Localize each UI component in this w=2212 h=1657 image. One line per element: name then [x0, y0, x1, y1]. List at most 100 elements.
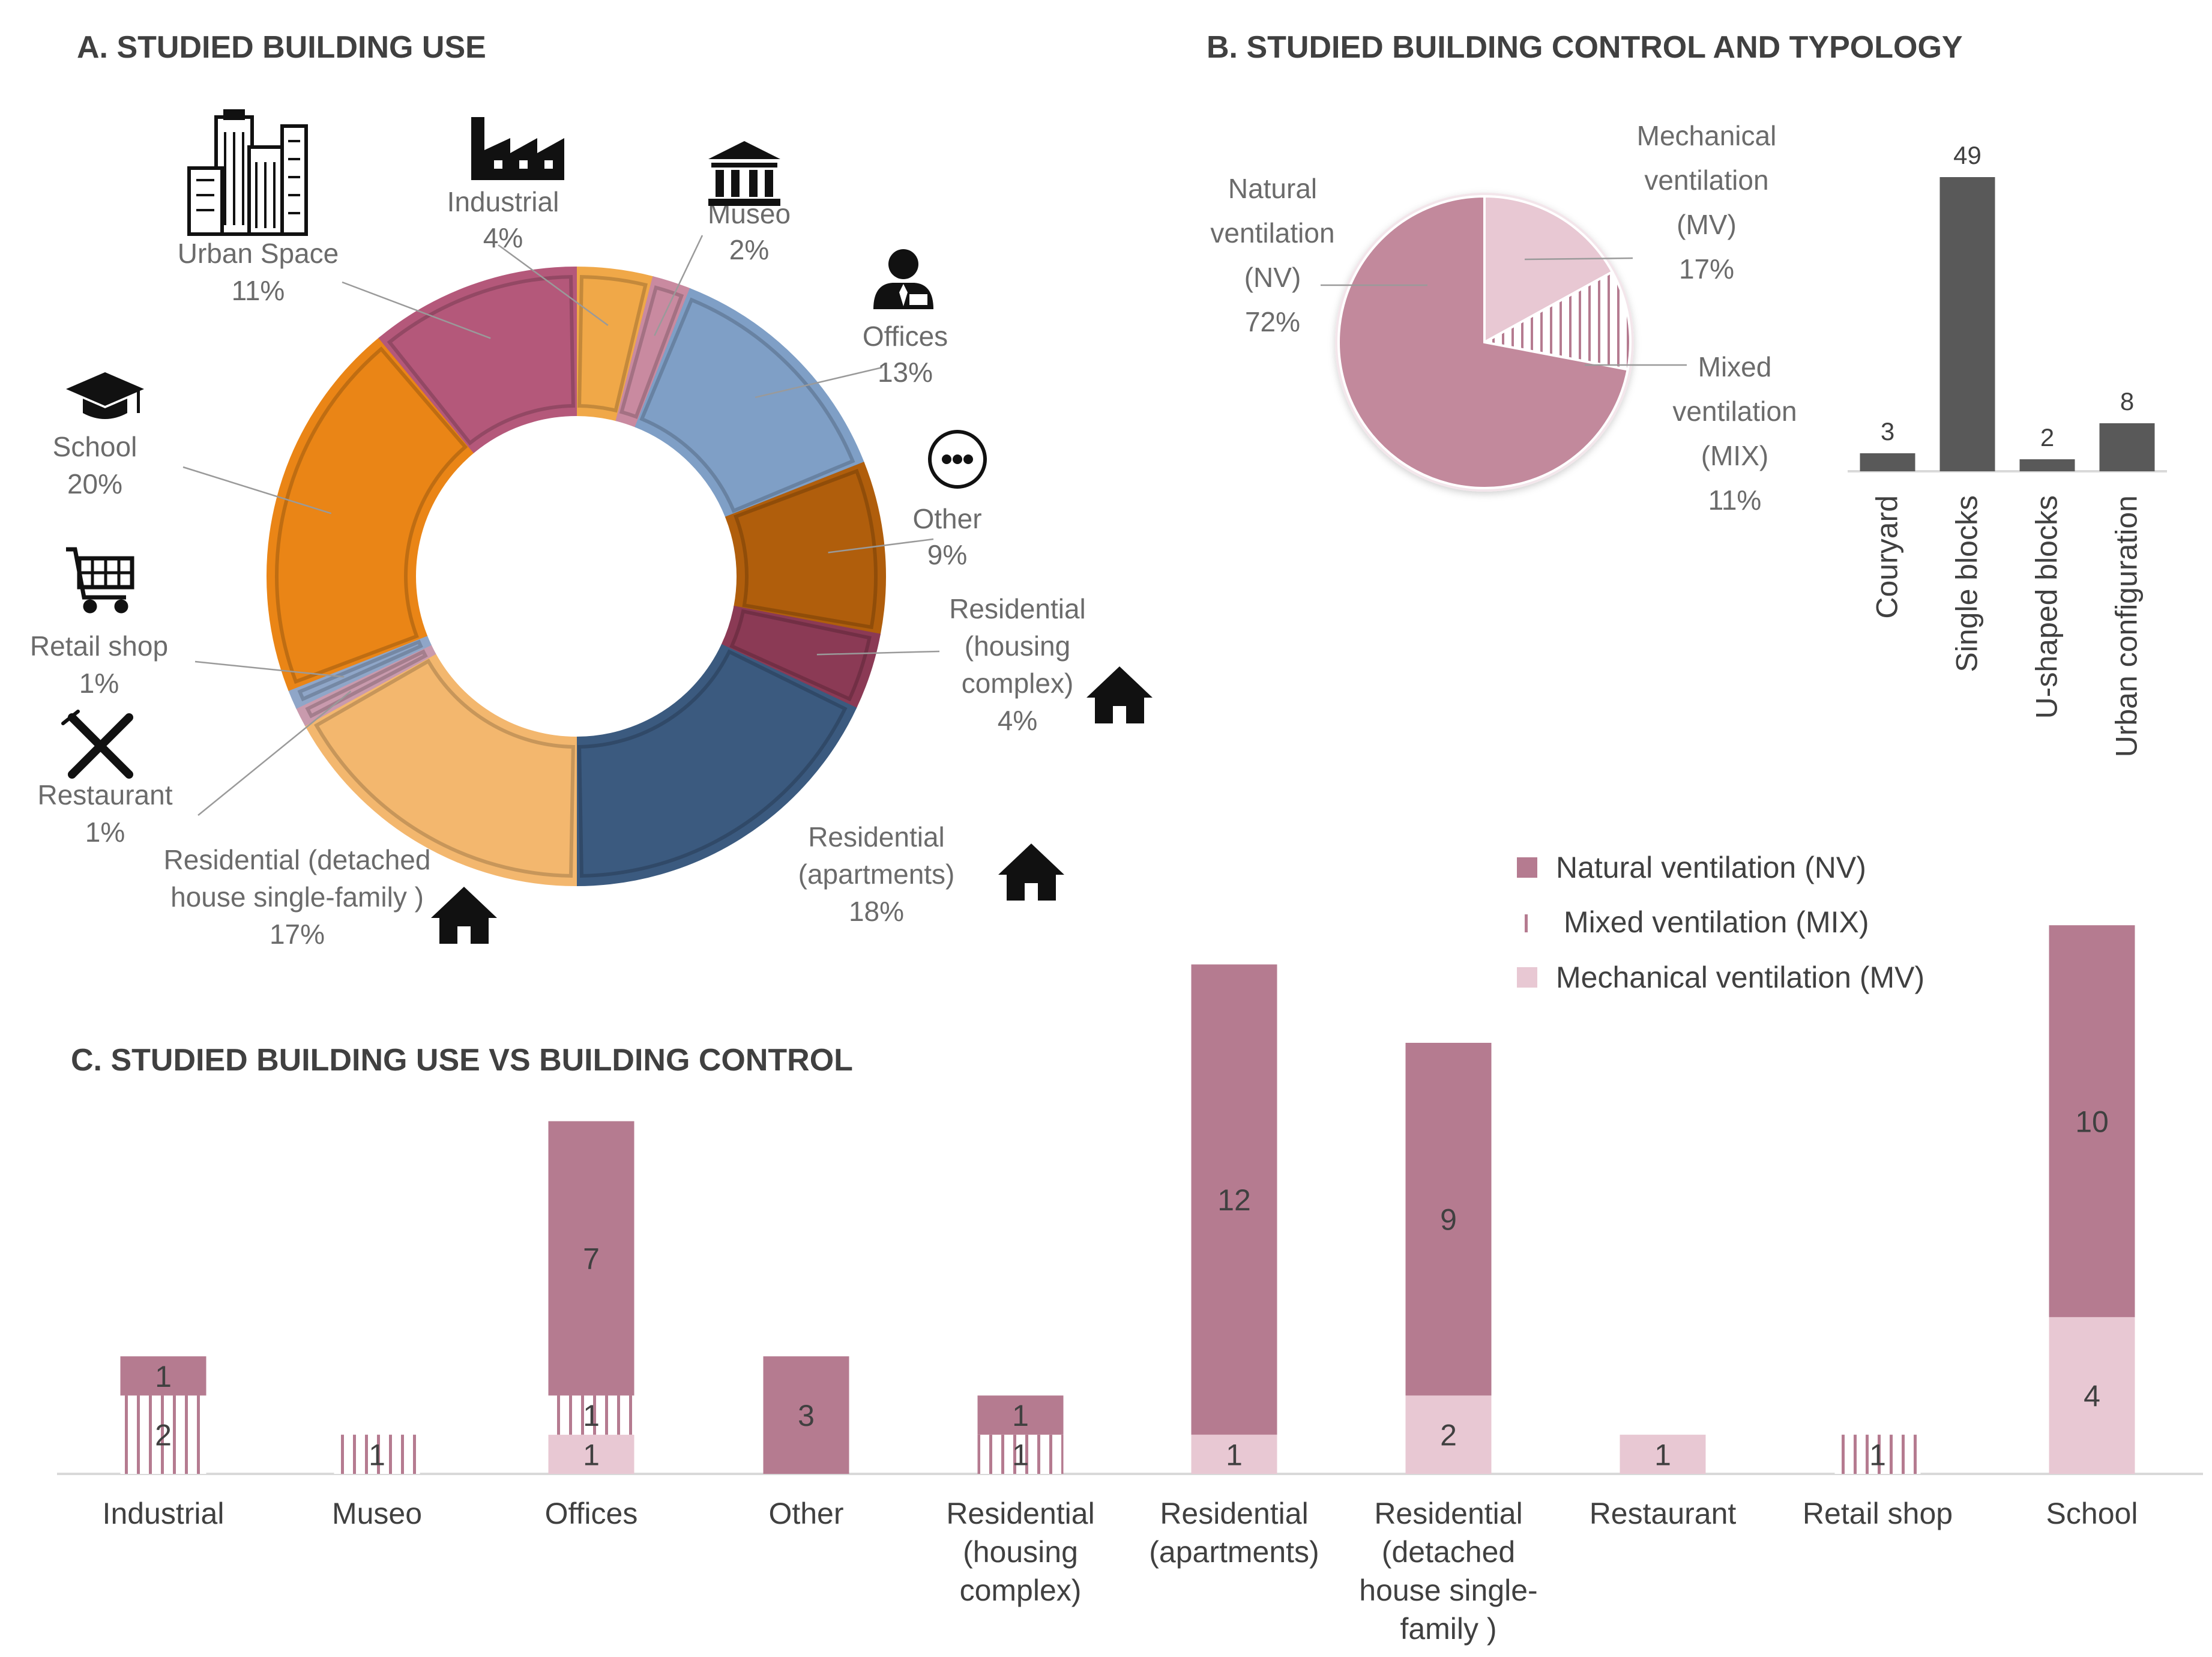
bar-segment-label: 1: [1654, 1438, 1671, 1471]
slice-percent: 9%: [927, 539, 967, 570]
category-label: Restaurant: [1590, 1497, 1737, 1530]
slice-label: Mechanical: [1637, 120, 1777, 151]
slice-label: Residential: [949, 593, 1086, 624]
slice-percent: 4%: [483, 222, 523, 253]
donut-slice-border-retail: [297, 639, 423, 702]
category-label: (detached: [1382, 1535, 1515, 1569]
slice-label: Urban Space: [178, 238, 339, 269]
category-label: house single-: [1359, 1574, 1537, 1607]
slice-percent: 2%: [729, 234, 769, 265]
typology-bar: [2099, 423, 2155, 471]
bar-segment-nv: [120, 1356, 206, 1396]
bar-segment-label: 1: [1012, 1438, 1029, 1471]
slice-label: (MV): [1677, 209, 1737, 240]
leader-line: [197, 690, 352, 816]
slice-percent: 11%: [1708, 484, 1762, 516]
bar-segment-mix: [334, 1434, 420, 1474]
leader-line: [828, 538, 934, 554]
donut-chart: [267, 266, 886, 887]
panel-a-title: A. STUDIED BUILDING USE: [77, 30, 486, 65]
bar-segment-nv: [977, 1395, 1064, 1435]
bar-segment-mv: [2049, 1317, 2135, 1474]
bar-segment-label: 2: [1440, 1419, 1457, 1452]
slice-label: Restaurant: [37, 779, 172, 810]
bar-segment-mix: [977, 1434, 1064, 1474]
slice-label: Mixed: [1698, 351, 1772, 382]
typology-value-label: 8: [2120, 387, 2134, 415]
typology-value-label: 49: [1953, 141, 1981, 169]
slice-percent: 13%: [878, 357, 933, 388]
typology-value-label: 3: [1881, 417, 1894, 445]
category-label: (housing: [963, 1535, 1078, 1569]
leader-line: [342, 281, 491, 339]
panel-b-title: B. STUDIED BUILDING CONTROL AND TYPOLOGY: [1207, 30, 1963, 65]
typology-category-label: Single blocks: [1950, 495, 1984, 672]
donut-icons: [61, 109, 1153, 944]
bar-segment-label: 1: [1012, 1399, 1029, 1432]
slice-label: house single-family ): [170, 881, 424, 913]
leader-line: [654, 235, 704, 336]
donut-slice-border-restaurant: [305, 649, 428, 719]
category-label: School: [2046, 1497, 2138, 1530]
slice-label: Offices: [863, 321, 948, 352]
donut-slice-border-industrial: [577, 275, 648, 413]
slice-label: (NV): [1244, 262, 1301, 293]
bar-segment-nv: [548, 1121, 634, 1396]
category-label: Residential: [1374, 1497, 1522, 1530]
slice-percent: 18%: [849, 896, 904, 927]
category-label: Retail shop: [1803, 1497, 1953, 1530]
typology-category-label: Couryard: [1870, 495, 1904, 619]
bar-segment-label: 1: [369, 1438, 385, 1471]
category-label: (apartments): [1149, 1535, 1319, 1569]
typology-value-label: 2: [2040, 423, 2054, 451]
bar-segment-label: 1: [583, 1399, 600, 1432]
slice-label: ventilation: [1210, 217, 1334, 249]
office-worker-icon: [873, 249, 933, 309]
slice-label: Other: [912, 503, 981, 534]
slice-percent: 17%: [1679, 253, 1734, 285]
graduation-cap-icon: [66, 372, 144, 419]
bar-segment-label: 1: [155, 1360, 172, 1393]
legend: Natural ventilation (NV) Mixed ventilatio…: [1517, 851, 1924, 994]
legend-label: Mixed ventilation (MIX): [1564, 905, 1869, 939]
slice-label: ventilation: [1672, 396, 1797, 427]
leader-line: [194, 660, 345, 678]
slice-label: Industrial: [447, 186, 559, 217]
bar-segment-label: 2: [155, 1419, 172, 1452]
category-label: complex): [960, 1574, 1082, 1607]
bar-segment-label: 10: [2075, 1105, 2109, 1139]
category-label: Other: [768, 1497, 843, 1530]
donut-slice-border-urban: [387, 275, 575, 446]
legend-label: Mechanical ventilation (MV): [1556, 961, 1924, 994]
city-icon: [187, 109, 308, 236]
house-icon: [431, 887, 497, 944]
bar-segment-label: 4: [2084, 1379, 2100, 1413]
legend-label: Natural ventilation (NV): [1556, 851, 1866, 884]
bar-segment-mix: [548, 1395, 634, 1435]
slice-label: (housing: [965, 630, 1070, 662]
typology-bar-chart: 3 Couryard 49 Single blocks 2 U-shaped blocks…: [1848, 141, 2167, 757]
donut-slice-border-school: [275, 346, 468, 684]
slice-percent: 17%: [270, 919, 325, 950]
leader-line: [816, 650, 940, 656]
bar-segment-label: 3: [798, 1399, 815, 1432]
category-label: Residential: [1160, 1497, 1308, 1530]
more-icon: [928, 430, 987, 489]
category-label: Industrial: [103, 1497, 225, 1530]
leader-line: [1524, 257, 1633, 261]
bar-segment-label: 1: [583, 1438, 600, 1471]
category-label: Museo: [332, 1497, 422, 1530]
typology-bar: [2019, 459, 2075, 471]
bar-segment-mix: [120, 1395, 206, 1474]
legend-swatch: [1517, 967, 1537, 988]
category-label: Offices: [545, 1497, 638, 1530]
museum-icon: [708, 141, 780, 206]
bar-segment-label: 9: [1440, 1203, 1457, 1237]
pie-slice-nv: [1337, 195, 1630, 489]
leader-line: [498, 244, 609, 326]
slice-percent: 4%: [998, 705, 1037, 736]
slice-percent: 20%: [67, 468, 122, 500]
bar-segment-mv: [1620, 1434, 1706, 1474]
bar-segment-nv: [763, 1356, 849, 1474]
bar-segment-mv: [1191, 1434, 1277, 1474]
